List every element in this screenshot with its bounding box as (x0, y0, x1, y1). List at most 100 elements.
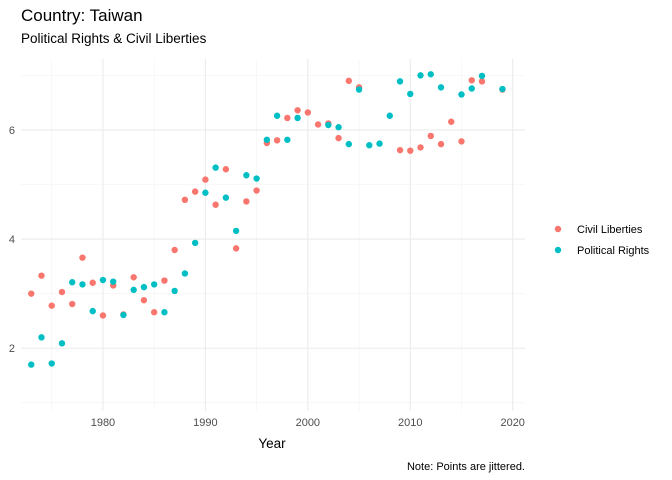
point-political-rights (171, 287, 178, 295)
point-civil-liberties (191, 188, 199, 195)
x-tick-label: 2020 (500, 417, 524, 429)
chart-caption: Note: Points are jittered. (407, 461, 525, 473)
legend-key (554, 225, 562, 233)
point-political-rights (407, 90, 414, 98)
point-political-rights (243, 172, 250, 179)
x-axis-ticks: 1980 1990 2000 2010 2020 (91, 417, 525, 429)
point-political-rights (109, 278, 117, 285)
point-political-rights (140, 283, 148, 291)
y-tick-label: 6 (9, 125, 15, 137)
x-tick-label: 1980 (91, 417, 115, 429)
point-civil-liberties (130, 274, 137, 281)
point-political-rights (284, 136, 291, 143)
point-political-rights (294, 114, 301, 122)
grid-major (21, 59, 525, 411)
point-civil-liberties (150, 309, 158, 316)
point-political-rights (263, 136, 271, 143)
point-political-rights (458, 91, 465, 98)
x-tick-label: 2010 (398, 417, 422, 429)
point-political-rights (161, 309, 168, 316)
point-civil-liberties (458, 138, 465, 145)
point-civil-liberties (89, 279, 96, 286)
plot-points (28, 71, 506, 368)
point-civil-liberties (58, 288, 66, 296)
y-axis-ticks: 2 4 6 (9, 125, 15, 355)
legend: Civil Liberties Political Rights (554, 224, 650, 257)
point-civil-liberties (335, 134, 342, 142)
point-civil-liberties (181, 196, 189, 203)
point-political-rights (417, 72, 424, 79)
point-civil-liberties (212, 201, 219, 208)
point-political-rights (499, 85, 506, 93)
point-political-rights (222, 194, 230, 201)
point-political-rights (232, 227, 240, 235)
point-political-rights (79, 281, 86, 288)
point-civil-liberties (38, 272, 45, 279)
point-civil-liberties (222, 166, 230, 173)
point-civil-liberties (284, 114, 291, 122)
point-political-rights (345, 140, 353, 148)
y-tick-label: 2 (9, 343, 15, 355)
point-civil-liberties (427, 132, 434, 140)
legend-label: Political Rights (577, 245, 650, 257)
y-tick-label: 4 (9, 234, 15, 246)
point-political-rights (427, 71, 434, 78)
point-political-rights (386, 112, 393, 119)
point-civil-liberties (69, 300, 76, 308)
x-axis-title: Year (258, 436, 286, 451)
legend-key (554, 246, 562, 254)
point-political-rights (28, 361, 35, 368)
legend-label: Civil Liberties (577, 224, 643, 236)
point-political-rights (150, 281, 158, 288)
point-political-rights (478, 72, 486, 80)
point-political-rights (202, 189, 209, 196)
point-political-rights (273, 112, 281, 119)
point-civil-liberties (253, 187, 260, 194)
point-civil-liberties (273, 137, 281, 144)
point-political-rights (355, 86, 363, 93)
point-civil-liberties (161, 277, 168, 284)
point-political-rights (120, 311, 127, 319)
chart-subtitle: Political Rights & Civil Liberties (21, 31, 207, 46)
point-civil-liberties (468, 77, 475, 84)
point-political-rights (396, 78, 404, 85)
point-political-rights (69, 279, 76, 286)
point-political-rights (468, 85, 475, 92)
point-civil-liberties (79, 254, 86, 261)
point-political-rights (212, 164, 219, 171)
point-civil-liberties (396, 146, 404, 154)
point-civil-liberties (478, 78, 486, 85)
x-tick-label: 1990 (193, 417, 217, 429)
x-tick-label: 2000 (296, 417, 320, 429)
chart-title: Country: Taiwan (21, 6, 143, 25)
point-civil-liberties (99, 312, 107, 319)
point-political-rights (376, 140, 383, 147)
point-political-rights (38, 334, 45, 341)
point-political-rights (99, 276, 107, 284)
point-civil-liberties (304, 109, 312, 116)
point-civil-liberties (171, 246, 178, 254)
point-political-rights (191, 239, 199, 247)
point-civil-liberties (417, 144, 424, 151)
point-civil-liberties (345, 77, 353, 85)
point-political-rights (253, 175, 260, 182)
point-civil-liberties (140, 297, 148, 304)
point-civil-liberties (314, 121, 322, 128)
point-civil-liberties (407, 147, 414, 154)
point-political-rights (325, 121, 332, 129)
point-civil-liberties (28, 290, 35, 297)
point-civil-liberties (202, 176, 209, 183)
point-civil-liberties (232, 245, 240, 252)
point-political-rights (58, 340, 66, 347)
point-political-rights (130, 286, 137, 294)
point-civil-liberties (448, 118, 455, 125)
point-political-rights (335, 124, 342, 131)
point-political-rights (366, 142, 373, 149)
point-civil-liberties (437, 140, 445, 148)
point-political-rights (48, 360, 55, 367)
point-civil-liberties (243, 198, 250, 205)
point-political-rights (89, 307, 96, 315)
point-civil-liberties (294, 107, 301, 114)
point-political-rights (181, 270, 189, 277)
